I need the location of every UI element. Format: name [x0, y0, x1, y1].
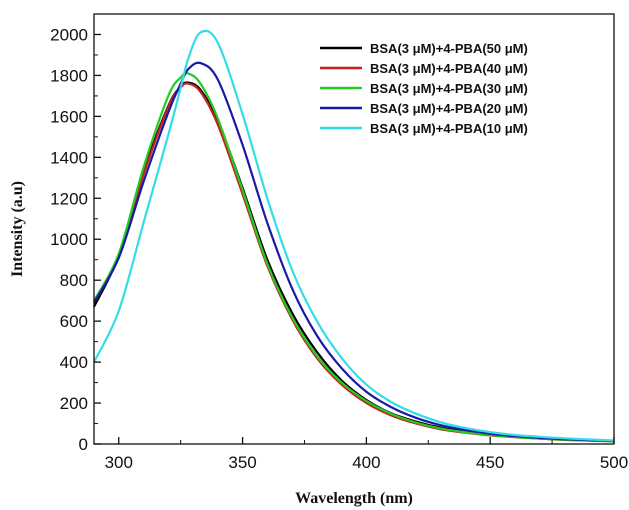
series-line-5 [93, 29, 615, 442]
y-axis: 0 200 400 600 800 1000 1200 1400 1600 1800 2000 [50, 25, 101, 454]
plot-frame [93, 13, 615, 445]
y-axis-title: Intensity (a.u) [9, 181, 26, 277]
legend-label: BSA(3 μM)+4-PBA(50 μM) [370, 41, 528, 56]
legend-label: BSA(3 μM)+4-PBA(40 μM) [370, 61, 528, 76]
legend-label: BSA(3 μM)+4-PBA(10 μM) [370, 121, 528, 136]
series-line-4 [93, 61, 615, 442]
y-tick-label: 1200 [50, 189, 88, 208]
y-tick-label: 800 [60, 271, 88, 290]
series-line-2 [93, 82, 615, 443]
x-tick-label: 450 [476, 453, 504, 472]
y-tick-label: 400 [60, 353, 88, 372]
legend-label: BSA(3 μM)+4-PBA(20 μM) [370, 101, 528, 116]
y-tick-label: 1800 [50, 66, 88, 85]
y-tick-label: 1600 [50, 107, 88, 126]
series-layer [93, 29, 615, 443]
y-tick-label: 200 [60, 394, 88, 413]
x-tick-label: 350 [228, 453, 256, 472]
y-tick-label: 600 [60, 312, 88, 331]
y-tick-label: 0 [79, 435, 88, 454]
x-tick-label: 400 [352, 453, 380, 472]
y-tick-label: 1000 [50, 230, 88, 249]
legend: BSA(3 μM)+4-PBA(50 μM) BSA(3 μM)+4-PBA(40… [320, 41, 528, 136]
x-axis: 300 350 400 450 500 [105, 437, 628, 472]
x-tick-label: 500 [600, 453, 628, 472]
legend-label: BSA(3 μM)+4-PBA(30 μM) [370, 81, 528, 96]
y-tick-label: 2000 [50, 25, 88, 44]
y-tick-label: 1400 [50, 148, 88, 167]
x-tick-label: 300 [105, 453, 133, 472]
x-axis-title: Wavelength (nm) [295, 490, 413, 507]
series-line-1 [93, 81, 615, 443]
